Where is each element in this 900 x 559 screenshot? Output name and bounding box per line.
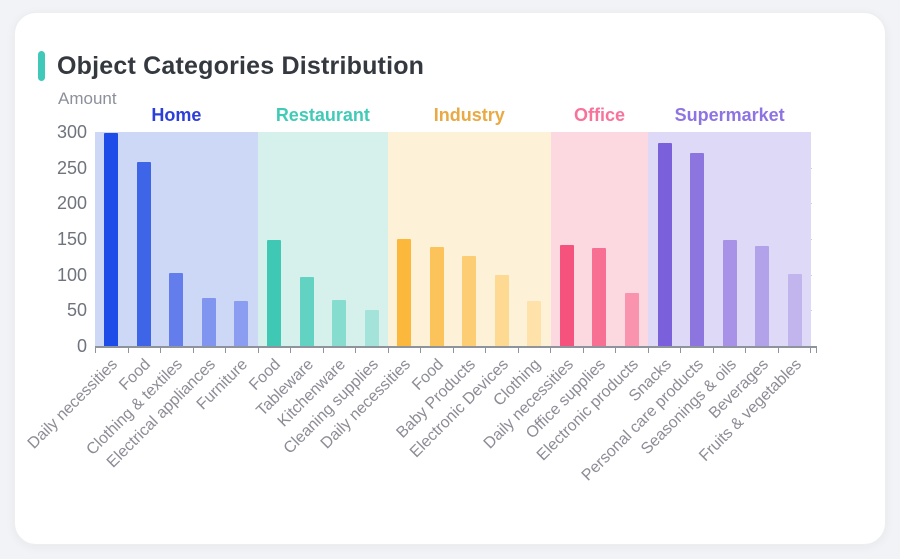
y-tick-label: 300 [56,122,87,142]
group-label-restaurant: Restaurant [275,105,370,125]
title-accent-bar-icon [38,51,45,81]
bar-slot [128,132,161,346]
y-tick-label: 150 [56,229,87,249]
bar-slot [258,132,291,346]
bar-slot [486,132,519,346]
group-label-home: Home [151,105,202,125]
group-band-office: Office [550,105,649,346]
bar-daily-necessities[interactable] [104,133,119,346]
x-axis-tick [454,348,486,353]
bar-slot [193,132,226,346]
bar-slot [95,132,128,346]
x-axis-end-tick [816,348,817,353]
group-band-industry: Industry [387,105,551,346]
group-band-home: Home [95,105,258,346]
bar-office-supplies[interactable] [592,247,607,346]
bar-electronic-devices[interactable] [494,275,509,346]
y-tick-label: 250 [56,157,87,178]
y-tick-label: 200 [56,193,87,214]
bar-snacks[interactable] [657,142,672,346]
x-axis-tick [779,348,811,353]
bar-slot [420,132,453,346]
group-label-supermarket: Supermarket [674,105,785,125]
x-axis-line [95,346,817,348]
bar-clothing-textiles[interactable] [169,273,184,346]
bar-food[interactable] [429,246,444,346]
bar-food[interactable] [267,240,281,346]
x-axis-tick [161,348,194,353]
bar-slot [713,132,746,346]
bar-slot [388,132,421,346]
x-axis-tick [616,348,649,353]
group-label-office: Office [573,105,625,125]
y-tick-label: 50 [66,300,87,321]
bar-daily-necessities[interactable] [559,244,574,346]
chart-title: Object Categories Distribution [57,51,425,80]
bar-slot [355,132,388,346]
bar-kitchenware[interactable] [332,300,347,346]
x-axis-tick [95,348,129,353]
bar-slot [583,132,616,346]
y-axis-title: Amount [58,89,117,108]
x-axis-tick [714,348,746,353]
bar-slot [518,132,551,346]
x-axis-labels: Daily necessities Food Clothing & textiles… [25,354,811,524]
bar-beverages[interactable] [755,246,770,346]
x-axis-tick [519,348,551,353]
bar-electronic-products[interactable] [625,292,640,346]
bar-slot [648,132,681,346]
chart-header: Object Categories Distribution [38,51,424,81]
bar-slot [225,132,258,346]
group-label-industry: Industry [433,105,505,125]
y-axis: 300 250 200 150 100 50 0 [33,122,87,356]
group-band-supermarket: Supermarket [648,105,812,346]
x-axis-tick [291,348,324,353]
bar-slot [453,132,486,346]
x-axis-tick [389,348,421,353]
y-tick-label: 100 [56,264,87,285]
x-axis-tick [649,348,681,353]
x-axis-tick [356,348,389,353]
x-axis-tick [194,348,226,353]
x-axis-tick [746,348,779,353]
bar-slot [681,132,714,346]
chart-card: Object Categories Distribution Amount 30… [14,12,886,545]
bar-slot [616,132,649,346]
bar-slot [746,132,779,346]
bar-furniture[interactable] [234,301,249,346]
x-axis-tick [259,348,291,353]
group-band-restaurant: Restaurant [257,105,388,346]
bar-slot [290,132,323,346]
bar-slot [160,132,193,346]
bar-daily-necessities[interactable] [397,239,412,346]
bar-baby-products[interactable] [462,256,477,346]
bar-personal-care-products[interactable] [690,152,705,346]
x-axis-tick [584,348,616,353]
bar-food[interactable] [136,161,151,346]
bar-seasonings-oils[interactable] [722,240,737,346]
plot-area: Home Restaurant Industry Office Supermarket [95,105,812,346]
bar-cleaning-supplies[interactable] [364,310,379,346]
bar-clothing[interactable] [527,301,542,346]
x-axis-tick [681,348,714,353]
y-tick-label: 0 [76,336,87,356]
x-axis-tick [421,348,454,353]
bar-slot [323,132,356,346]
x-axis-ticks [95,348,811,353]
x-axis-tick [551,348,584,353]
x-axis-tick [129,348,161,353]
bar-slot [778,132,811,346]
bar-slot [551,132,584,346]
x-axis-tick [486,348,519,353]
bar-fruits-vegetables[interactable] [787,273,802,346]
bar-electrical-appliances[interactable] [201,297,216,346]
bar-tableware[interactable] [299,276,314,346]
x-axis-tick [226,348,259,353]
x-axis-tick [324,348,356,353]
